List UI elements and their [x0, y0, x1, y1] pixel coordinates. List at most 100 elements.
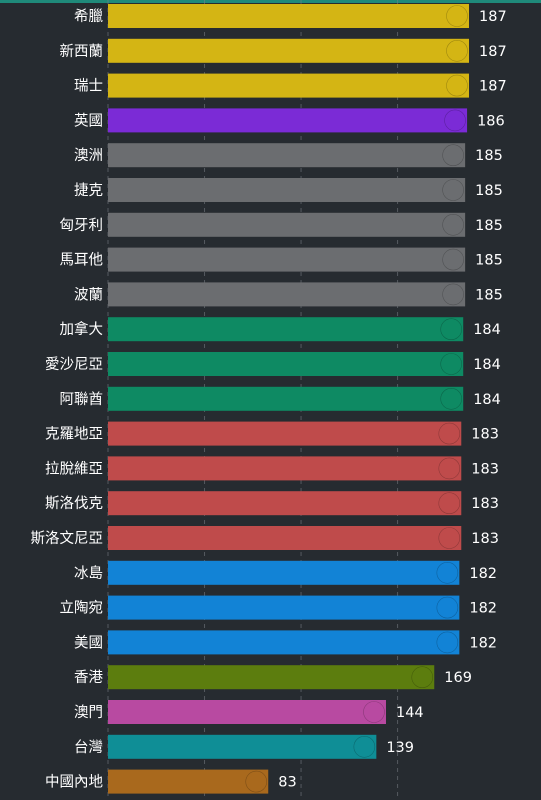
- value-label: 182: [469, 566, 497, 582]
- bar-row: 捷克 185: [74, 178, 503, 202]
- bar: [108, 491, 462, 516]
- category-label: 美國: [74, 634, 103, 651]
- top-accent-line: [0, 0, 541, 3]
- category-label: 希臘: [74, 8, 103, 25]
- bar-row: 斯洛伐克 183: [45, 491, 499, 516]
- bar-row: 冰島 182: [74, 560, 497, 585]
- category-label: 中國內地: [45, 774, 103, 791]
- value-label: 187: [479, 9, 507, 25]
- bar: [108, 73, 469, 98]
- bar-row: 匈牙利 185: [60, 212, 503, 237]
- bar: [108, 456, 462, 481]
- malta-flag-icon: [442, 248, 464, 271]
- category-label: 捷克: [74, 182, 103, 199]
- lithuania-flag-icon: [436, 596, 459, 619]
- bar: [108, 317, 464, 342]
- category-label: 台灣: [74, 739, 103, 756]
- bar-row: 中國內地 83: [45, 769, 297, 794]
- usa-flag-icon: [436, 631, 459, 654]
- australia-flag-icon: [442, 144, 464, 166]
- category-label: 馬耳他: [60, 252, 104, 269]
- value-label: 139: [386, 740, 414, 756]
- bar-row: 新西蘭 187: [60, 38, 507, 63]
- value-label: 185: [475, 183, 503, 199]
- value-label: 183: [471, 496, 499, 512]
- bar: [108, 178, 466, 202]
- bar-row: 波蘭 185: [74, 282, 503, 307]
- macau-flag-icon: [363, 701, 385, 723]
- bar-row: 英國 186: [74, 108, 505, 133]
- value-label: 184: [473, 322, 501, 338]
- category-label: 斯洛文尼亞: [31, 530, 104, 547]
- category-label: 匈牙利: [60, 217, 104, 234]
- bar: [108, 560, 460, 585]
- category-label: 澳門: [74, 704, 103, 721]
- bar: [108, 386, 464, 411]
- bar-row: 愛沙尼亞 184: [45, 352, 501, 376]
- bar: [108, 38, 469, 63]
- bar: [108, 769, 269, 794]
- bar-row: 斯洛文尼亞 183: [31, 526, 499, 550]
- bar-row: 克羅地亞 183: [45, 421, 499, 446]
- category-label: 瑞士: [74, 78, 103, 95]
- hong-kong-flag-icon: [411, 666, 434, 689]
- value-label: 187: [479, 79, 507, 95]
- value-label: 185: [475, 218, 503, 234]
- latvia-flag-icon: [438, 457, 461, 480]
- bar-row: 希臘 187: [74, 4, 507, 28]
- bar-row: 立陶宛 182: [60, 595, 497, 620]
- category-label: 拉脫維亞: [45, 460, 103, 477]
- slovakia-flag-icon: [438, 492, 461, 515]
- bar: [108, 421, 462, 446]
- value-label: 185: [475, 287, 503, 303]
- bar-row: 澳洲 185: [74, 143, 503, 168]
- uk-flag-icon: [444, 109, 466, 132]
- category-label: 立陶宛: [60, 600, 104, 617]
- iceland-flag-icon: [436, 561, 459, 584]
- czech-flag-icon: [442, 179, 464, 201]
- value-label: 144: [396, 705, 424, 721]
- value-label: 187: [479, 44, 507, 60]
- category-label: 加拿大: [60, 320, 104, 338]
- category-label: 澳洲: [74, 147, 103, 164]
- value-label: 185: [475, 253, 503, 269]
- canada-flag-icon: [440, 318, 463, 341]
- value-label: 185: [475, 148, 503, 164]
- bar: [108, 700, 386, 724]
- bar-row: 拉脫維亞 183: [45, 456, 499, 481]
- bar: [108, 4, 469, 28]
- bar-row: 阿聯酋 184: [60, 386, 501, 411]
- value-label: 184: [473, 392, 501, 408]
- category-label: 愛沙尼亞: [45, 356, 103, 373]
- china-flag-icon: [245, 770, 268, 793]
- category-label: 新西蘭: [60, 43, 104, 60]
- value-label: 182: [469, 601, 497, 617]
- bar: [108, 665, 435, 690]
- greece-flag-icon: [446, 5, 468, 27]
- estonia-flag-icon: [440, 353, 463, 375]
- category-label: 英國: [74, 111, 103, 129]
- hungary-flag-icon: [442, 214, 464, 236]
- value-label: 184: [473, 357, 501, 373]
- bar: [108, 352, 464, 376]
- bar: [108, 595, 460, 620]
- bar: [108, 526, 462, 550]
- bar-row: 美國 182: [74, 630, 497, 655]
- bar-row: 加拿大 184: [60, 317, 501, 342]
- category-label: 波蘭: [74, 286, 103, 303]
- bar-row: 瑞士 187: [74, 73, 507, 98]
- category-label: 冰島: [74, 565, 103, 582]
- bar: [108, 108, 468, 133]
- bar: [108, 212, 466, 237]
- value-label: 183: [471, 531, 499, 547]
- bar: [108, 734, 377, 759]
- new-zealand-flag-icon: [446, 39, 468, 62]
- bar: [108, 143, 466, 168]
- uae-flag-icon: [440, 387, 463, 410]
- value-label: 182: [469, 635, 497, 651]
- bar-row: 馬耳他 185: [60, 247, 503, 272]
- value-label: 83: [278, 775, 296, 791]
- bar: [108, 630, 460, 655]
- category-label: 香港: [74, 669, 103, 686]
